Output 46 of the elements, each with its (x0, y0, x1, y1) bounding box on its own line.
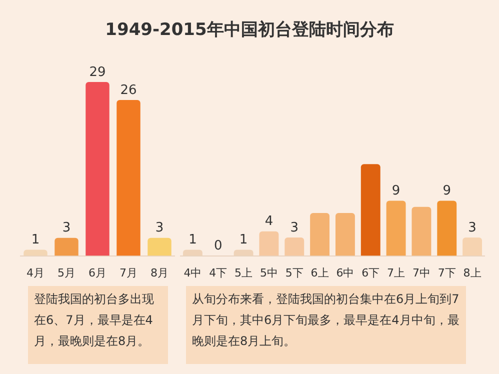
data-label: 3 (290, 220, 299, 236)
bar (437, 200, 457, 256)
bar (86, 82, 110, 256)
x-tick-label: 5月 (58, 266, 76, 280)
data-label: 0 (214, 238, 222, 254)
data-label: 29 (89, 64, 106, 80)
x-tick-label: 4月 (26, 266, 44, 280)
data-label: 3 (468, 220, 476, 236)
x-tick-label: 5下 (285, 266, 304, 280)
x-tick-label: 6上 (310, 266, 329, 280)
x-tick-label: 4下 (209, 266, 228, 280)
bar (54, 238, 78, 256)
data-label: 3 (62, 220, 71, 236)
data-label: 26 (120, 82, 137, 98)
x-tick-label: 7中 (412, 266, 430, 280)
x-tick-label: 6中 (336, 266, 354, 280)
data-label: 3 (155, 220, 164, 236)
x-tick-label: 6月 (88, 266, 106, 280)
bar (148, 238, 172, 256)
x-tick-label: 8月 (150, 266, 168, 280)
x-tick-label: 6下 (362, 266, 380, 280)
data-label: 9 (442, 184, 452, 199)
bar (284, 237, 304, 256)
text: 1949-2015年中国初台登陆时间分布 (104, 19, 395, 41)
bar (412, 206, 432, 256)
data-label: 1 (188, 232, 197, 248)
data-label: 1 (239, 232, 248, 248)
x-tick-label: 7下 (438, 266, 456, 280)
bar (462, 237, 482, 256)
data-label: 1 (31, 232, 40, 248)
text: 登陆我国的初台多出现在6、7月，最早是在4月，最晚则是在8月。 (28, 286, 168, 364)
x-tick-label: 7上 (387, 266, 406, 280)
x-tick-label: 4中 (184, 266, 202, 280)
bar (360, 164, 380, 256)
data-label: 4 (264, 214, 274, 230)
bar (259, 231, 279, 256)
bar (335, 213, 355, 256)
x-tick-label: 7月 (120, 266, 138, 280)
bar (310, 213, 330, 256)
bar (386, 200, 406, 256)
x-tick-label: 5中 (260, 266, 278, 280)
text: 从旬分布来看，登陆我国的初台集中在6月上旬到7月下旬，其中6月下旬最多，最早是在4月中旬，最晚则是在8月上旬。 (186, 286, 466, 364)
data-label: 9 (392, 184, 400, 199)
x-tick-label: 8上 (463, 266, 482, 280)
bar (116, 100, 140, 256)
x-tick-label: 5上 (234, 266, 253, 280)
